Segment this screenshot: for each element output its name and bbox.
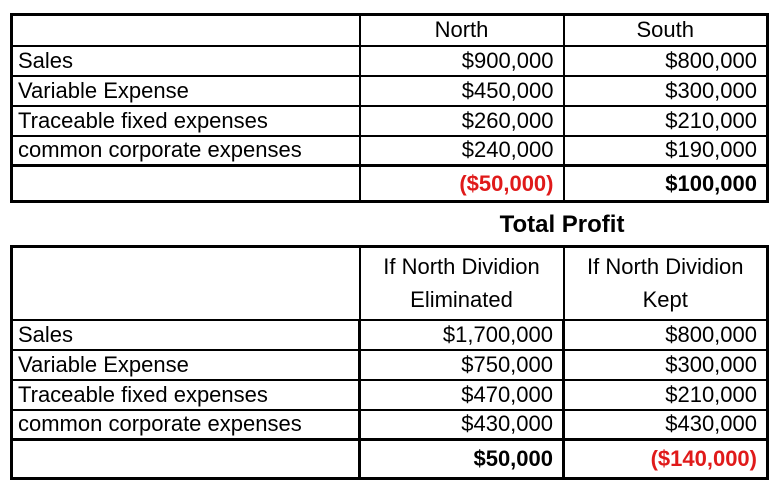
col-header-kept: If North Dividion Kept: [562, 245, 769, 321]
cell-eliminated-sales: $1,700,000: [358, 318, 565, 351]
total-row: $50,000 ($140,000): [10, 438, 769, 480]
header-row: North South: [10, 13, 769, 47]
row-label: Sales: [10, 318, 361, 351]
total-eliminated: $50,000: [358, 438, 565, 480]
cell-north-variable-expense: $450,000: [358, 74, 565, 107]
table-row-variable-expense: Variable Expense $450,000 $300,000: [10, 74, 769, 107]
total-south: $100,000: [562, 164, 769, 203]
header-row: If North Dividion Eliminated If North Di…: [10, 245, 769, 321]
corner-blank-cell: [10, 13, 361, 47]
table-row-common-corporate: common corporate expenses $430,000 $430,…: [10, 408, 769, 441]
row-label: Sales: [10, 44, 361, 77]
total-profit-title: Total Profit: [499, 211, 625, 238]
col-header-south: South: [562, 13, 769, 47]
row-label: Traceable fixed expenses: [10, 104, 361, 137]
col-header-eliminated: If North Dividion Eliminated: [358, 245, 565, 321]
total-north-negative: ($50,000): [358, 164, 565, 203]
col-header-eliminated-line2: Eliminated: [410, 287, 513, 313]
col-header-eliminated-line1: If North Dividion: [383, 254, 540, 280]
total-row-blank-label: [10, 438, 361, 480]
corner-blank-cell: [10, 245, 361, 321]
table-row-traceable-fixed: Traceable fixed expenses $470,000 $210,0…: [10, 378, 769, 411]
col-header-kept-line2: Kept: [642, 287, 688, 313]
total-kept-negative: ($140,000): [562, 438, 769, 480]
cell-kept-variable-expense: $300,000: [562, 348, 769, 381]
cell-eliminated-common-corporate: $430,000: [358, 408, 565, 441]
row-label: Variable Expense: [10, 348, 361, 381]
table-row-sales: Sales $1,700,000 $800,000: [10, 318, 769, 351]
cell-north-common-corporate: $240,000: [358, 134, 565, 167]
cell-south-sales: $800,000: [562, 44, 769, 77]
segment-income-table: North South Sales $900,000 $800,000 Vari…: [10, 13, 769, 203]
cell-south-common-corporate: $190,000: [562, 134, 769, 167]
cell-north-traceable-fixed: $260,000: [358, 104, 565, 137]
total-profit-table: If North Dividion Eliminated If North Di…: [10, 245, 769, 480]
cell-kept-common-corporate: $430,000: [562, 408, 769, 441]
col-header-kept-line1: If North Dividion: [586, 254, 744, 280]
total-row: ($50,000) $100,000: [10, 164, 769, 203]
row-label: Traceable fixed expenses: [10, 378, 361, 411]
row-label: common corporate expenses: [10, 408, 361, 441]
cell-south-variable-expense: $300,000: [562, 74, 769, 107]
row-label: Variable Expense: [10, 74, 361, 107]
col-header-north: North: [358, 13, 565, 47]
cell-south-traceable-fixed: $210,000: [562, 104, 769, 137]
table-row-common-corporate: common corporate expenses $240,000 $190,…: [10, 134, 769, 167]
table-row-sales: Sales $900,000 $800,000: [10, 44, 769, 77]
cell-north-sales: $900,000: [358, 44, 565, 77]
row-label: common corporate expenses: [10, 134, 361, 167]
table-row-traceable-fixed: Traceable fixed expenses $260,000 $210,0…: [10, 104, 769, 137]
table-row-variable-expense: Variable Expense $750,000 $300,000: [10, 348, 769, 381]
total-row-blank-label: [10, 164, 361, 203]
cell-eliminated-variable-expense: $750,000: [358, 348, 565, 381]
cell-kept-sales: $800,000: [562, 318, 769, 351]
cell-kept-traceable-fixed: $210,000: [562, 378, 769, 411]
cell-eliminated-traceable-fixed: $470,000: [358, 378, 565, 411]
